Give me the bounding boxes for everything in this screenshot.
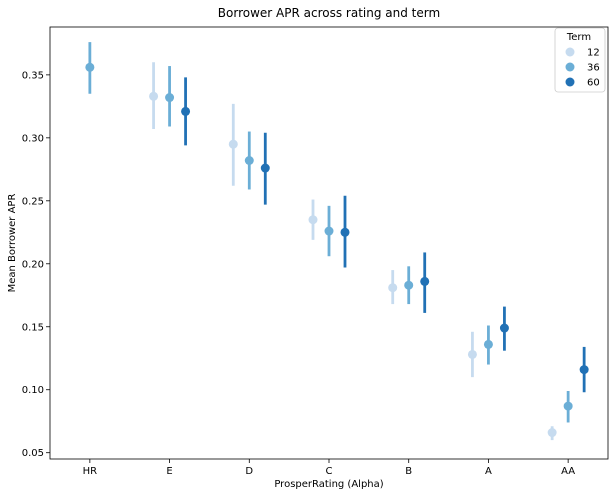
data-point bbox=[260, 163, 270, 173]
data-point bbox=[324, 226, 334, 236]
y-tick-label: 0.35 bbox=[22, 70, 44, 81]
x-tick-label: HR bbox=[83, 466, 98, 477]
data-point bbox=[467, 349, 477, 359]
y-tick-label: 0.20 bbox=[22, 259, 44, 270]
x-tick-label: E bbox=[166, 466, 172, 477]
data-point bbox=[244, 156, 254, 166]
data-point bbox=[404, 280, 414, 290]
x-axis-label: ProsperRating (Alpha) bbox=[274, 479, 383, 490]
x-axis: HR E D C B A AA bbox=[83, 459, 575, 477]
y-axis: 0.05 0.10 0.15 0.20 0.25 0.30 0.35 bbox=[22, 70, 50, 459]
legend: Term 12 36 60 bbox=[554, 27, 606, 93]
series-60 bbox=[181, 77, 589, 393]
data-point bbox=[579, 365, 589, 375]
x-tick-label: B bbox=[405, 466, 412, 477]
legend-marker bbox=[565, 62, 575, 72]
legend-entry-label: 12 bbox=[587, 48, 600, 59]
x-tick-label: A bbox=[485, 466, 492, 477]
y-tick-label: 0.05 bbox=[22, 448, 44, 459]
legend-box bbox=[554, 27, 606, 93]
y-tick-label: 0.15 bbox=[22, 322, 44, 333]
series-12 bbox=[149, 62, 557, 441]
y-axis-label: Mean Borrower APR bbox=[7, 194, 18, 293]
data-point bbox=[165, 93, 175, 103]
chart-title: Borrower APR across rating and term bbox=[218, 6, 440, 20]
legend-marker bbox=[565, 47, 575, 57]
series-36 bbox=[85, 42, 573, 423]
x-tick-label: C bbox=[326, 466, 333, 477]
data-point bbox=[85, 62, 95, 72]
series-layer bbox=[85, 42, 589, 441]
data-point bbox=[340, 227, 350, 237]
legend-entry-label: 60 bbox=[587, 78, 600, 89]
legend-title: Term bbox=[566, 32, 591, 43]
legend-entry-label: 36 bbox=[587, 63, 600, 74]
y-tick-label: 0.10 bbox=[22, 385, 44, 396]
data-point bbox=[563, 401, 573, 411]
data-point bbox=[547, 428, 557, 438]
x-tick-label: D bbox=[245, 466, 253, 477]
data-point bbox=[149, 91, 159, 101]
data-point bbox=[181, 106, 191, 116]
y-tick-label: 0.25 bbox=[22, 196, 44, 207]
data-point bbox=[388, 283, 398, 293]
data-point bbox=[420, 276, 430, 286]
legend-marker bbox=[565, 77, 575, 87]
data-point bbox=[499, 323, 509, 333]
data-point bbox=[308, 215, 318, 225]
y-tick-label: 0.30 bbox=[22, 133, 44, 144]
data-point bbox=[483, 339, 493, 349]
data-point bbox=[228, 139, 238, 149]
x-tick-label: AA bbox=[561, 466, 575, 477]
